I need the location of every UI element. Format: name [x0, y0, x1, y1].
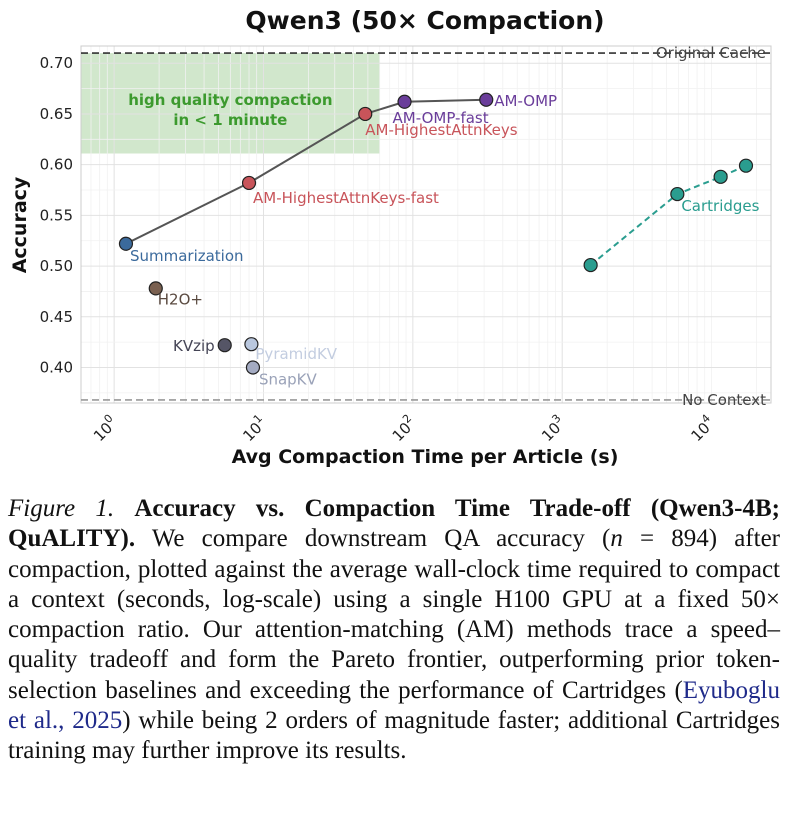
data-point	[118, 236, 134, 251]
point-label: Cartridges	[681, 197, 759, 215]
data-point	[358, 106, 373, 122]
y-tick-label: 0.55	[40, 206, 73, 224]
point-label: AM-OMP-fast	[393, 109, 489, 127]
x-tick-text: 102	[387, 412, 420, 445]
data-point	[670, 186, 685, 202]
data-point	[244, 337, 259, 352]
point-label: H2O+	[158, 290, 203, 308]
region-label: high quality compaction	[128, 91, 332, 109]
y-tick-label: 0.40	[40, 359, 73, 377]
point-label: AM-HighestAttnKeys	[365, 121, 517, 139]
point-label: PyramidKV	[255, 345, 337, 363]
x-tick-label: 102	[387, 412, 420, 445]
citation-link[interactable]: Eyuboglu et al., 2025	[8, 676, 780, 735]
y-tick-label: 0.50	[40, 257, 73, 275]
figure-caption: Figure 1. Accuracy vs. Compaction Time T…	[8, 494, 780, 767]
data-point	[245, 360, 261, 375]
point-label: AM-OMP	[494, 92, 557, 110]
y-axis-label: Accuracy	[9, 176, 31, 273]
x-tick-text: 104	[685, 412, 718, 445]
x-tick-label: 101	[237, 412, 270, 445]
data-point	[738, 158, 754, 173]
x-tick-text: 100	[88, 412, 121, 445]
region-label: in < 1 minute	[173, 111, 287, 129]
accuracy-vs-time-chart: Qwen3 (50× Compaction) Accuracy Avg Comp…	[9, 6, 772, 468]
y-tick-label: 0.65	[40, 105, 73, 123]
x-tick-text: 103	[536, 412, 569, 445]
x-tick-label: 100	[88, 412, 121, 445]
x-tick-text: 101	[237, 412, 270, 445]
caption-n-variable: n	[610, 525, 623, 553]
y-tick-label: 0.45	[40, 308, 73, 326]
data-point	[148, 281, 163, 296]
series-line	[590, 164, 747, 266]
caption-text-c: ) while being 2 orders of magnitude fast…	[8, 707, 780, 765]
plot-frame	[80, 45, 772, 404]
data-point	[713, 169, 728, 184]
data-point	[583, 257, 598, 273]
reference-line-label: Original Cache	[656, 44, 766, 62]
data-point	[479, 92, 494, 107]
caption-text-b: = 894) after compaction, plotted against…	[8, 525, 780, 704]
x-tick-label: 104	[685, 412, 718, 445]
caption-title: Accuracy vs. Compaction Time Trade-off (…	[8, 495, 780, 553]
point-label: SnapKV	[259, 371, 318, 389]
data-point	[397, 94, 412, 109]
data-point	[241, 175, 257, 191]
point-label: KVzip	[173, 337, 215, 355]
y-tick-label: 0.70	[40, 54, 73, 72]
figure-label: Figure 1.	[8, 495, 115, 522]
reference-line-label: No Context	[682, 391, 766, 409]
chart-title: Qwen3 (50× Compaction)	[245, 6, 604, 35]
x-axis-label: Avg Compaction Time per Article (s)	[232, 446, 619, 468]
point-label: AM-HighestAttnKeys-fast	[253, 189, 439, 207]
point-label: Summarization	[130, 247, 244, 265]
caption-text-a: We compare downstream QA accuracy (	[135, 525, 611, 553]
data-point	[217, 338, 232, 353]
x-tick-label: 103	[536, 412, 569, 445]
y-tick-label: 0.60	[40, 156, 73, 174]
